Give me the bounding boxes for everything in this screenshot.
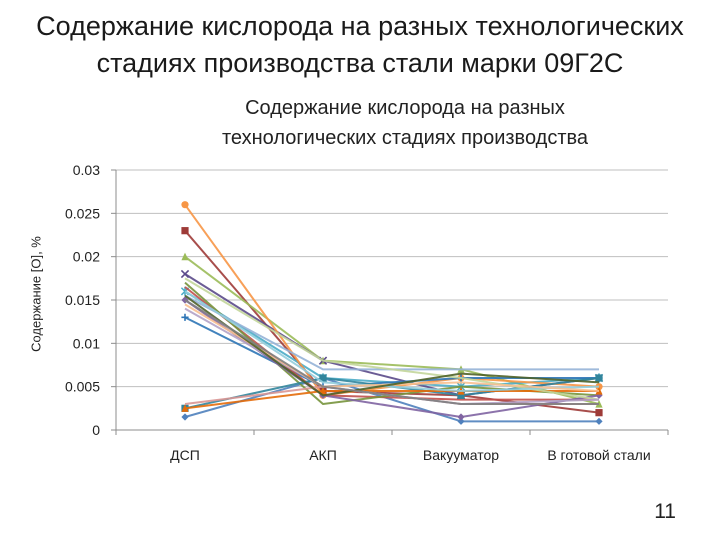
- y-tick-label: 0.025: [65, 205, 100, 221]
- data-point-s6: [181, 201, 189, 209]
- data-point-s2: [595, 409, 603, 417]
- y-tick-label: 0: [92, 422, 100, 438]
- series-line-19: [184, 294, 600, 397]
- y-tick-label: 0.01: [73, 335, 100, 351]
- data-point-s12: [181, 404, 189, 412]
- x-tick-label: Вакууматор: [423, 447, 499, 463]
- slide-title-line2: стадиях производства стали марки 09Г2С: [96, 48, 624, 78]
- data-point-s2: [181, 227, 189, 235]
- data-point-s3: [181, 252, 189, 261]
- slide-title-line1: Содержание кислорода на разных технологи…: [36, 11, 684, 41]
- page-number: 11: [654, 500, 676, 523]
- y-tick-label: 0.015: [65, 292, 100, 308]
- data-point-s11: [319, 374, 327, 382]
- data-point-s1: [457, 417, 465, 425]
- series-line-1: [184, 377, 599, 423]
- y-tick-label: 0.005: [65, 379, 100, 395]
- data-point-s4: [180, 269, 190, 279]
- y-tick-label: 0.03: [73, 162, 100, 178]
- data-point-s10: [595, 391, 603, 399]
- data-point-s1: [181, 413, 189, 421]
- data-point-s10: [457, 413, 465, 421]
- x-tick-label: В готовой стали: [547, 447, 650, 463]
- series-line-8: [184, 286, 599, 401]
- series-line-20: [184, 299, 599, 405]
- chart-title-line2: технологических стадиях производства: [222, 127, 588, 149]
- series-line-12: [184, 390, 599, 410]
- series-line-17: [184, 290, 600, 392]
- slide-title: Содержание кислорода на разных технологи…: [0, 8, 720, 82]
- x-tick-label: АКП: [309, 447, 337, 463]
- x-tick-label: ДСП: [170, 447, 200, 463]
- data-point-s12: [319, 386, 327, 395]
- data-point-s7: [181, 313, 189, 321]
- chart-title-line1: Содержание кислорода на разных: [245, 97, 565, 119]
- y-tick-label: 0.02: [73, 249, 100, 265]
- chart-title: Содержание кислорода на разных технологи…: [120, 93, 690, 153]
- data-point-s11: [595, 374, 603, 382]
- data-point-s1: [595, 417, 603, 425]
- data-point-s11: [457, 391, 465, 399]
